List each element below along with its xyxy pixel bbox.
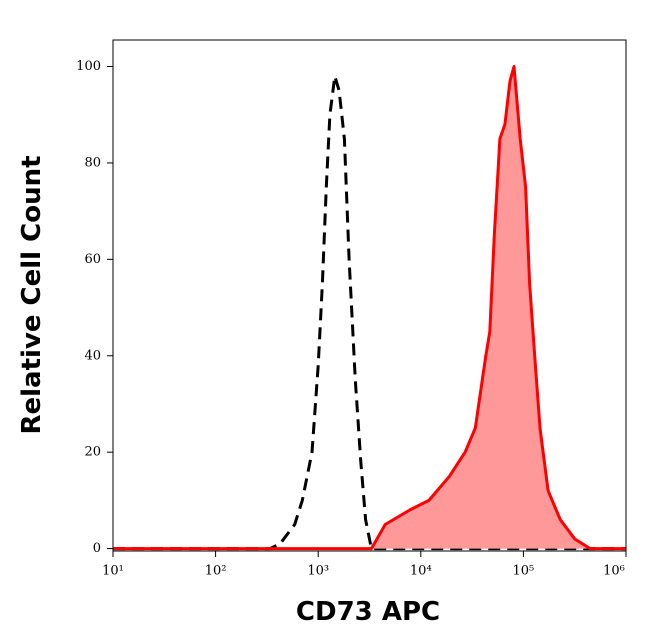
area	[113, 66, 626, 549]
x-axis-title: CD73 APC	[296, 597, 440, 627]
y-tick-label: 20	[84, 445, 101, 460]
line	[113, 74, 626, 551]
x-tick-label: 10⁵	[513, 564, 535, 579]
x-tick-label: 10¹	[102, 564, 124, 579]
y-tick-label: 0	[93, 541, 101, 556]
y-tick-label: 60	[84, 252, 101, 267]
plot-frame	[112, 39, 627, 552]
y-axis-title: Relative Cell Count	[17, 155, 47, 434]
y-tick-label: 40	[84, 348, 101, 363]
x-tick-label: 10⁴	[410, 564, 432, 579]
y-tick-label: 100	[76, 59, 101, 74]
x-tick-label: 10⁶	[603, 564, 625, 579]
x-tick-label: 10²	[205, 564, 227, 579]
line	[113, 65, 626, 551]
y-tick-label: 80	[84, 155, 101, 170]
x-tick-label: 10³	[307, 564, 329, 579]
